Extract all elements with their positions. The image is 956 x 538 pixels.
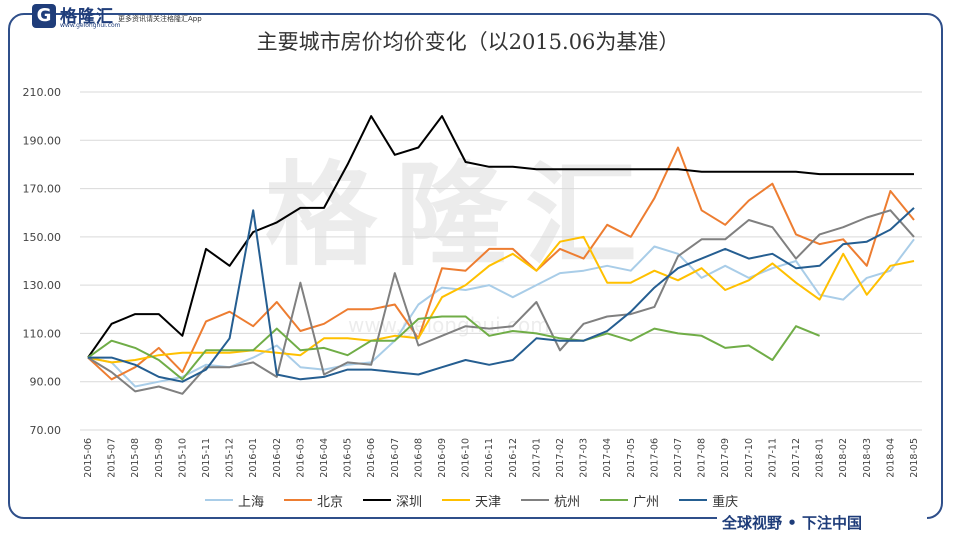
x-tick-label: 2015-08: [130, 438, 141, 478]
legend-swatch: [521, 499, 550, 501]
x-tick-label: 2016-04: [319, 438, 330, 478]
x-tick-label: 2017-07: [673, 438, 684, 478]
x-tick-label: 2018-02: [838, 438, 849, 478]
x-tick-label: 2017-03: [579, 438, 590, 478]
x-tick-label: 2016-11: [484, 438, 495, 478]
x-tick-label: 2015-11: [201, 438, 212, 478]
x-tick-label: 2018-01: [815, 438, 826, 478]
legend-item: 重庆: [679, 491, 738, 510]
x-tick-label: 2017-01: [531, 438, 542, 478]
legend-swatch: [600, 499, 629, 501]
y-tick-label: 190.00: [23, 134, 62, 147]
y-tick-label: 150.00: [23, 231, 62, 244]
legend-swatch: [284, 499, 313, 501]
legend-item: 杭州: [521, 491, 580, 510]
x-tick-label: 2016-02: [272, 438, 283, 478]
y-tick-label: 110.00: [23, 327, 62, 340]
legend-label: 广州: [633, 494, 660, 510]
legend-label: 深圳: [396, 494, 423, 510]
series-line-上海: [87, 238, 915, 388]
footer-slogan: 全球视野 • 下注中国: [722, 514, 863, 532]
y-tick-label: 170.00: [23, 183, 62, 196]
x-tick-label: 2015-12: [225, 438, 236, 478]
y-tick-label: 90.00: [30, 376, 62, 389]
x-tick-label: 2017-08: [697, 438, 708, 478]
series-line-杭州: [87, 209, 915, 395]
x-tick-label: 2017-11: [767, 438, 778, 478]
y-tick-label: 210.00: [23, 86, 62, 99]
x-tick-label: 2016-07: [390, 438, 401, 478]
legend-item: 广州: [600, 491, 659, 510]
x-tick-label: 2015-07: [107, 438, 118, 478]
brand-name: 格隆汇: [60, 7, 114, 27]
series-line-天津: [87, 235, 915, 364]
x-tick-label: 2017-05: [626, 438, 637, 478]
x-tick-label: 2016-03: [295, 438, 306, 478]
x-tick-label: 2015-09: [154, 438, 165, 478]
series-line-深圳: [87, 115, 914, 359]
x-tick-label: 2016-10: [461, 438, 472, 478]
legend-item: 天津: [442, 491, 501, 510]
brand-logo-icon: G: [32, 4, 56, 28]
legend-swatch: [205, 499, 233, 501]
legend-item: 北京: [284, 491, 343, 510]
x-tick-label: 2017-10: [744, 438, 755, 478]
series-line-广州: [87, 315, 820, 381]
x-tick-label: 2018-03: [862, 438, 873, 478]
footer-banner: [717, 508, 927, 538]
x-tick-label: 2017-12: [791, 438, 802, 478]
x-tick-label: 2017-04: [602, 438, 613, 478]
x-tick-label: 2016-08: [413, 438, 424, 478]
y-tick-label: 70.00: [30, 424, 62, 437]
x-tick-label: 2018-05: [909, 438, 920, 478]
legend-item: 深圳: [363, 491, 422, 510]
legend-swatch: [679, 499, 708, 501]
chart-legend: 上海 北京 深圳 天津 杭州 广州 重庆: [205, 490, 758, 510]
x-tick-label: 2016-05: [343, 438, 354, 478]
legend-label: 杭州: [554, 494, 581, 510]
legend-swatch: [442, 499, 471, 501]
x-tick-label: 2017-02: [555, 438, 566, 478]
x-tick-label: 2016-12: [508, 438, 519, 478]
legend-label: 北京: [317, 494, 344, 510]
legend-swatch: [363, 499, 392, 501]
series-line-北京: [87, 146, 915, 381]
slide-frame: [8, 13, 943, 519]
x-tick-label: 2016-09: [437, 438, 448, 478]
x-tick-label: 2017-06: [649, 438, 660, 478]
x-tick-label: 2016-06: [366, 438, 377, 478]
y-tick-label: 130.00: [23, 279, 62, 292]
legend-label: 重庆: [712, 494, 739, 510]
legend-label: 上海: [238, 494, 265, 510]
brand-slogan: 更多资讯请关注格隆汇App: [118, 15, 202, 23]
series-line-重庆: [88, 207, 915, 383]
x-tick-label: 2015-10: [177, 438, 188, 478]
x-tick-label: 2015-06: [83, 438, 94, 478]
x-tick-label: 2017-09: [720, 438, 731, 478]
brand-url: www.gelonghui.com: [60, 22, 121, 29]
x-tick-label: 2018-04: [885, 438, 896, 478]
watermark-logo: 格隆汇: [265, 151, 655, 281]
legend-item: 上海: [205, 491, 264, 510]
chart-title: 主要城市房价均价变化（以2015.06为基准）: [256, 30, 680, 54]
legend-label: 天津: [475, 494, 502, 510]
x-tick-label: 2016-01: [248, 438, 259, 478]
